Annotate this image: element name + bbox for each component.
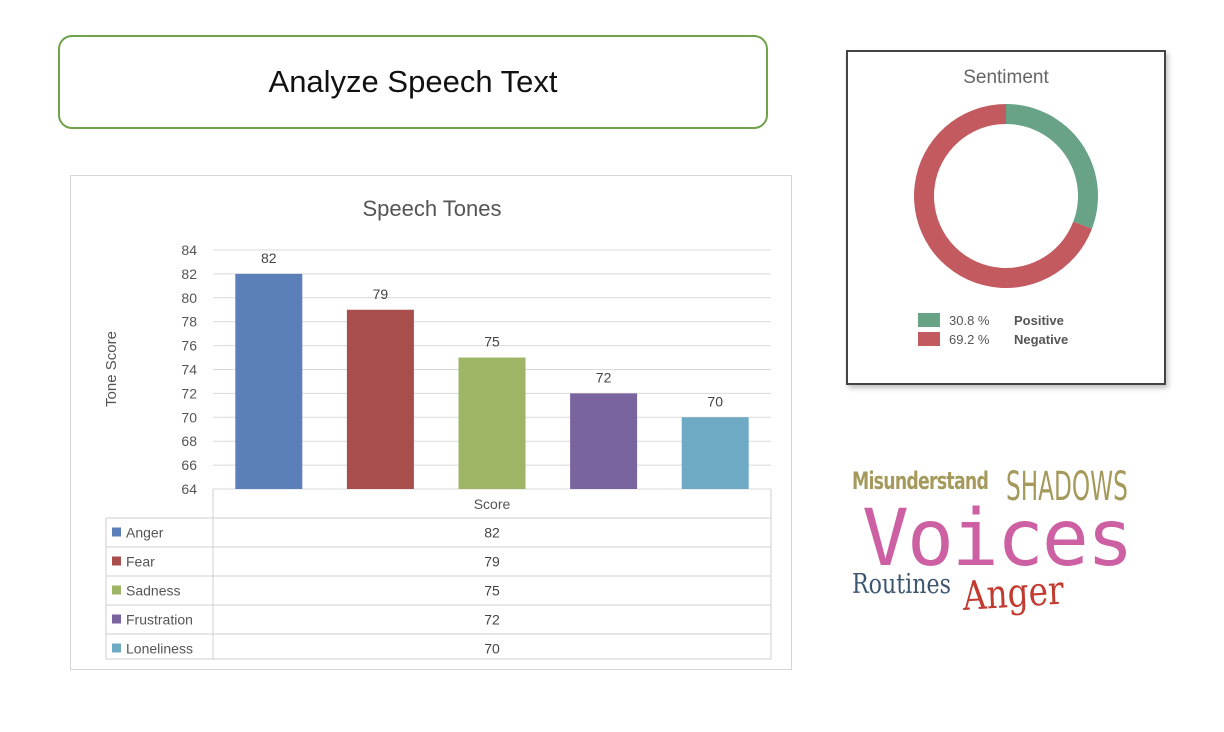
legend-label: Sadness	[126, 583, 180, 599]
legend-swatch	[918, 313, 940, 327]
speech-tones-chart: Speech Tones Tone Score 64 66 68 70 72 74 76 78 80…	[103, 196, 772, 660]
legend-swatch	[112, 614, 121, 624]
y-tick-label: 78	[181, 314, 197, 330]
word-cloud-word: Routines	[852, 569, 951, 600]
data-label: 70	[707, 393, 723, 409]
analyze-speech-text-button[interactable]: Analyze Speech Text	[58, 35, 768, 129]
y-tick-label: 84	[181, 242, 197, 258]
word-cloud-word: Anger	[961, 567, 1065, 620]
y-tick-label: 66	[181, 457, 197, 473]
table-value: 75	[484, 583, 500, 599]
legend-label: Frustration	[126, 612, 193, 628]
table-value: 72	[484, 612, 500, 628]
data-label: 79	[373, 286, 389, 302]
legend-swatch	[112, 643, 121, 653]
legend-swatch	[918, 332, 940, 346]
bar-fear	[346, 309, 414, 489]
legend-label: Fear	[126, 554, 155, 570]
word-cloud: Misunderstand SHADOWS Voices Routines An…	[846, 455, 1176, 645]
word-cloud-word: SHADOWS	[1006, 464, 1128, 510]
legend-swatch	[112, 556, 121, 566]
bar-sadness	[458, 357, 526, 489]
y-tick-label: 68	[181, 433, 197, 449]
data-label: 82	[261, 250, 277, 266]
word-cloud-word: Misunderstand	[852, 467, 989, 495]
slice-positive	[1006, 104, 1098, 229]
bar-loneliness	[681, 417, 749, 489]
sentiment-chart-panel: Sentiment 30.8 % Positive 69.2 % Negative	[846, 50, 1166, 385]
y-tick-label: 64	[181, 481, 197, 497]
word-cloud-word: Voices	[862, 494, 1134, 584]
legend-label: Positive	[1014, 313, 1064, 328]
y-tick-label: 82	[181, 266, 197, 282]
bar-frustration	[570, 393, 638, 489]
chart-title: Sentiment	[963, 67, 1049, 88]
speech-tones-chart-panel: Speech Tones Tone Score 64 66 68 70 72 74 76 78 80…	[70, 175, 792, 670]
legend-swatch	[112, 585, 121, 595]
legend-swatch	[112, 527, 121, 537]
table-value: 82	[484, 525, 500, 541]
legend-label: Anger	[126, 525, 164, 541]
legend-percent: 69.2 %	[949, 332, 990, 347]
y-tick-label: 72	[181, 385, 197, 401]
chart-title: Speech Tones	[362, 196, 501, 221]
data-label: 75	[484, 334, 500, 350]
table-value: 70	[484, 641, 500, 657]
y-axis-label: Tone Score	[103, 331, 120, 407]
y-tick-label: 70	[181, 409, 197, 425]
data-label: 72	[596, 369, 612, 385]
y-tick-label: 80	[181, 290, 197, 306]
legend-percent: 30.8 %	[949, 313, 990, 328]
legend-label: Loneliness	[126, 641, 193, 657]
table-header: Score	[474, 496, 511, 512]
bar-anger	[235, 273, 303, 489]
sentiment-donut-chart: Sentiment 30.8 % Positive 69.2 % Negative	[914, 67, 1098, 347]
y-tick-label: 76	[181, 338, 197, 354]
y-tick-label: 74	[181, 362, 197, 378]
legend-label: Negative	[1014, 332, 1068, 347]
table-value: 79	[484, 554, 500, 570]
